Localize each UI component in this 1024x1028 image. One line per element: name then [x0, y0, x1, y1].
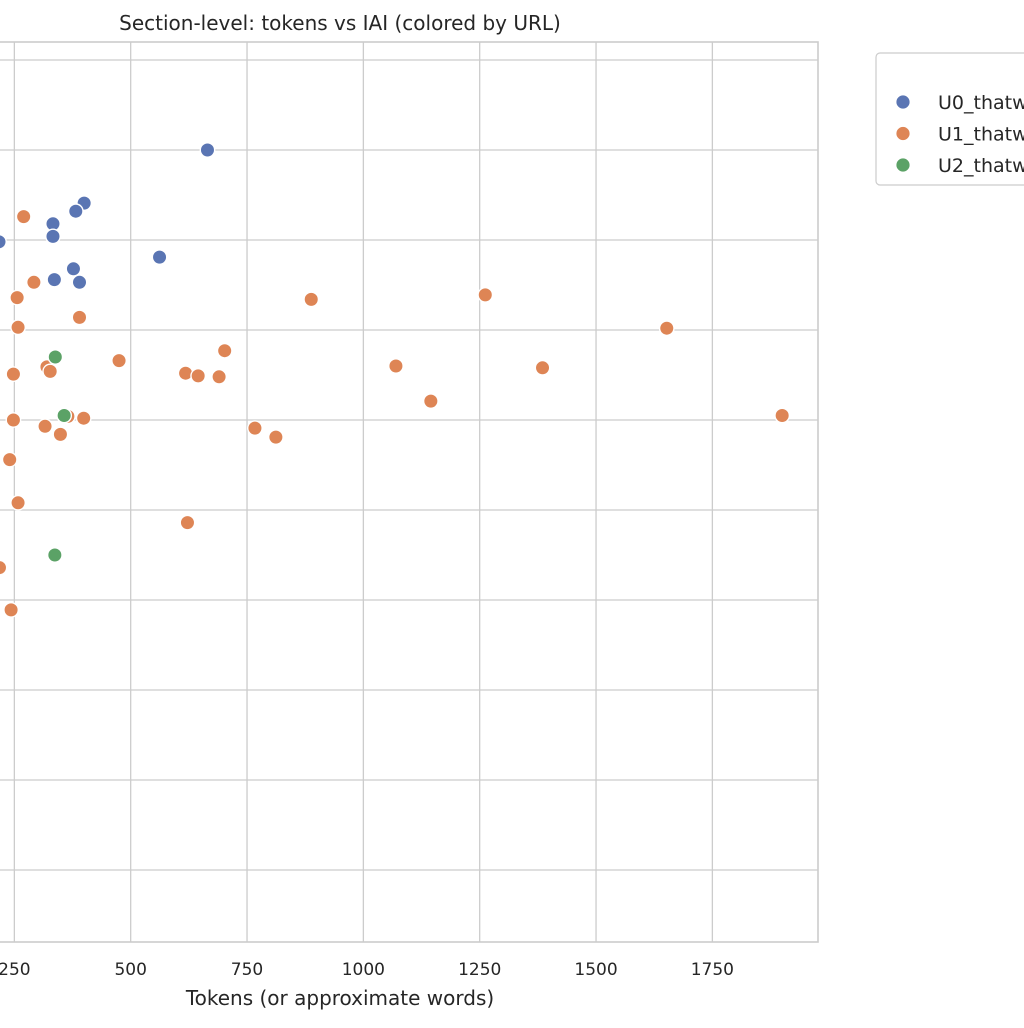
data-point-u2-thatw — [47, 349, 64, 365]
data-point-u0-thatw — [71, 274, 88, 291]
data-point-u1-thatw — [26, 274, 42, 291]
x-tick-label: 1250 — [458, 960, 501, 980]
data-point-u1-thatw — [5, 412, 22, 428]
data-point-u1-thatw — [190, 367, 207, 384]
data-point-u1-thatw — [774, 407, 791, 424]
x-tick-label: 1000 — [342, 960, 385, 980]
data-point-u1-thatw — [10, 494, 26, 511]
plot-frame — [0, 41, 819, 943]
data-point-u1-thatw — [477, 286, 494, 303]
data-point-u1-thatw — [3, 602, 19, 618]
grid-lines — [0, 42, 818, 942]
data-point-u1-thatw — [267, 429, 284, 445]
data-point-u1-thatw — [111, 352, 127, 369]
data-point-u1-thatw — [9, 289, 26, 306]
data-point-u1-thatw — [247, 420, 263, 436]
chart-title: Section-level: tokens vs IAI (colored by… — [119, 11, 561, 35]
data-points — [0, 142, 791, 618]
data-point-u0-thatw — [46, 271, 63, 288]
legend-marker — [895, 94, 911, 110]
x-tick-label: 250 — [0, 960, 31, 980]
data-point-u1-thatw — [0, 559, 8, 576]
data-point-u1-thatw — [42, 363, 59, 380]
legend-items: U0_thatw U1_thatw U2_thatw — [895, 92, 1024, 177]
x-axis-label: Tokens (or approximate words) — [185, 986, 494, 1010]
data-point-u0-thatw — [67, 203, 84, 220]
legend-marker — [895, 125, 911, 142]
legend-label: U0_thatw — [938, 92, 1024, 114]
data-point-u1-thatw — [303, 291, 320, 308]
data-point-u1-thatw — [5, 366, 22, 382]
data-point-u0-thatw — [65, 260, 82, 277]
data-point-u1-thatw — [658, 320, 675, 337]
legend-label: U2_thatw — [938, 155, 1024, 177]
data-point-u1-thatw — [422, 393, 439, 409]
data-point-u1-thatw — [216, 342, 233, 359]
data-point-u1-thatw — [75, 410, 92, 427]
legend-label: U1_thatw — [938, 124, 1024, 146]
data-point-u2-thatw — [46, 547, 63, 563]
data-point-u1-thatw — [388, 358, 404, 374]
data-point-u1-thatw — [15, 208, 32, 225]
data-point-u1-thatw — [179, 514, 196, 531]
x-tick-label: 1750 — [691, 960, 734, 980]
x-tick-label: 1500 — [574, 960, 617, 980]
x-tick-labels: 250 500 750 1000 1250 1500 1750 — [0, 960, 734, 980]
data-point-u0-thatw — [0, 233, 7, 250]
x-tick-label: 750 — [231, 960, 263, 980]
data-point-u1-thatw — [1, 451, 18, 468]
data-point-u0-thatw — [151, 249, 168, 266]
x-tick-label: 500 — [114, 960, 146, 980]
data-point-u2-thatw — [56, 407, 73, 424]
data-point-u1-thatw — [534, 359, 551, 376]
data-point-u1-thatw — [52, 426, 69, 443]
legend-frame — [875, 52, 1024, 186]
data-point-u1-thatw — [10, 319, 26, 336]
legend: U0_thatw U1_thatw U2_thatw — [875, 52, 1024, 186]
data-point-u1-thatw — [211, 368, 228, 385]
data-point-u0-thatw — [199, 142, 216, 158]
data-point-u1-thatw — [71, 309, 88, 326]
data-point-u0-thatw — [45, 228, 61, 245]
legend-marker — [895, 157, 911, 173]
data-point-u1-thatw — [37, 418, 53, 435]
